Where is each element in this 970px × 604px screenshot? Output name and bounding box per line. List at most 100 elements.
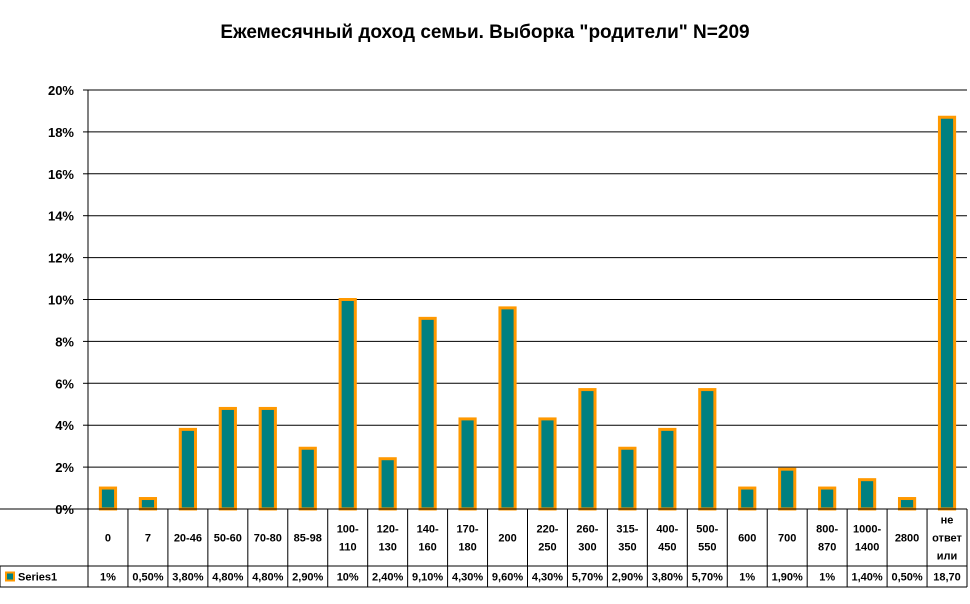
category-label: 220- 250 [536,524,558,554]
category-label-line: 700 [778,533,796,545]
category-label-line: 400- [656,524,678,536]
category-label: 315- 350 [616,524,638,554]
chart-title: Ежемесячный доход семьи. Выборка "родите… [220,22,750,43]
data-table-value: 1,90% [772,572,803,584]
category-label: 2800 [895,533,919,545]
y-tick-label: 12% [48,251,74,266]
bar [458,417,477,511]
category-label-line: 50-60 [214,533,242,545]
data-table-value: 3,80% [652,572,683,584]
category-label-line: 85-98 [294,533,322,545]
bar [378,457,397,511]
category-label: 20-46 [174,533,202,545]
category-label-line: 450 [658,542,676,554]
bar [618,446,637,511]
data-table: 0 7 20-46 50-60 70-80 85-98 100- 110 120- 130 140-… [0,508,968,588]
category-label: 200 [498,533,516,545]
data-table-value: 1% [739,572,755,584]
category-label: 120- 130 [377,524,399,554]
data-table-value: 4,30% [532,572,563,584]
category-label-line: 110 [339,542,357,554]
category-label: 70-80 [254,533,282,545]
bar [498,306,517,511]
bar [658,427,677,511]
bar [937,115,957,511]
data-table-value: 5,70% [692,572,723,584]
category-label: 700 [778,533,796,545]
y-tick-label: 2% [55,460,74,475]
bar [418,316,437,511]
data-table-value: 2,90% [612,572,643,584]
bar [218,406,237,511]
category-label: 600 [738,533,756,545]
y-tick-label: 18% [48,125,74,140]
category-label-line: 7 [145,533,151,545]
data-table-value: 1% [100,572,116,584]
bar [258,406,277,511]
bar [578,388,597,511]
data-table-value: 18,70 [933,572,961,584]
bar [738,486,757,511]
data-table-value: 9,60% [492,572,523,584]
category-label-line: 70-80 [254,533,282,545]
category-label-line: 600 [738,533,756,545]
category-label: 140- 160 [417,524,439,554]
category-label-line: 0 [105,533,111,545]
y-tick-label: 6% [55,376,74,391]
bar [98,486,118,511]
category-label-line: 300 [578,542,596,554]
category-label-line: 180 [458,542,476,554]
data-table-value: 10% [337,572,359,584]
y-tick-label: 16% [48,167,74,182]
data-table-value: 1% [819,572,835,584]
category-label-line: 260- [576,524,598,536]
data-table-value: 2,90% [292,572,323,584]
category-label-line: 130 [378,542,396,554]
y-tick-label: 4% [55,418,74,433]
category-label: 260- 300 [576,524,598,554]
category-label-line: 140- [417,524,439,536]
y-tick-label: 10% [48,293,74,308]
y-tick-label: 14% [48,209,74,224]
bar [778,467,797,511]
category-label-line: 2800 [895,533,919,545]
bar [138,497,158,511]
bar [698,388,717,511]
category-label-line: 315- [616,524,638,536]
category-label-line: 20-46 [174,533,202,545]
data-table-value: 0,50% [132,572,163,584]
data-table-value: 5,70% [572,572,603,584]
category-label-line: 870 [818,542,836,554]
data-table-value: 2,40% [372,572,403,584]
category-label: 100- 110 [337,524,359,554]
y-tick-label: 8% [55,334,74,349]
y-axis-ticks: 0%2%4%6%8%10%12%14%16%18%20% [48,83,74,517]
data-table-value: 1,40% [852,572,883,584]
category-label: 85-98 [294,533,322,545]
bar [338,298,357,511]
bar [298,446,317,511]
category-label-line: 1400 [855,542,879,554]
category-label: 800- 870 [816,524,838,554]
category-label: 1000- 1400 [853,524,881,554]
bar [538,417,557,511]
data-table-value: 3,80% [172,572,203,584]
category-label: 500- 550 [696,524,718,554]
data-table-value: 4,80% [252,572,283,584]
category-label-line: 1000- [853,524,881,536]
category-label: 7 [145,533,151,545]
category-label: 170- 180 [457,524,479,554]
category-label-line: 250 [538,542,556,554]
bar [897,497,917,511]
data-table-value: 4,80% [212,572,243,584]
category-label-line: ответ [932,533,962,545]
data-table-value: 9,10% [412,572,443,584]
category-label-line: 800- [816,524,838,536]
category-label: не ответ или [932,515,962,563]
category-label: 0 [105,533,111,545]
category-label-line: 200 [498,533,516,545]
category-label-line: или [937,551,958,563]
category-label-line: 170- [457,524,479,536]
legend-key [5,571,15,582]
category-label-line: 100- [337,524,359,536]
